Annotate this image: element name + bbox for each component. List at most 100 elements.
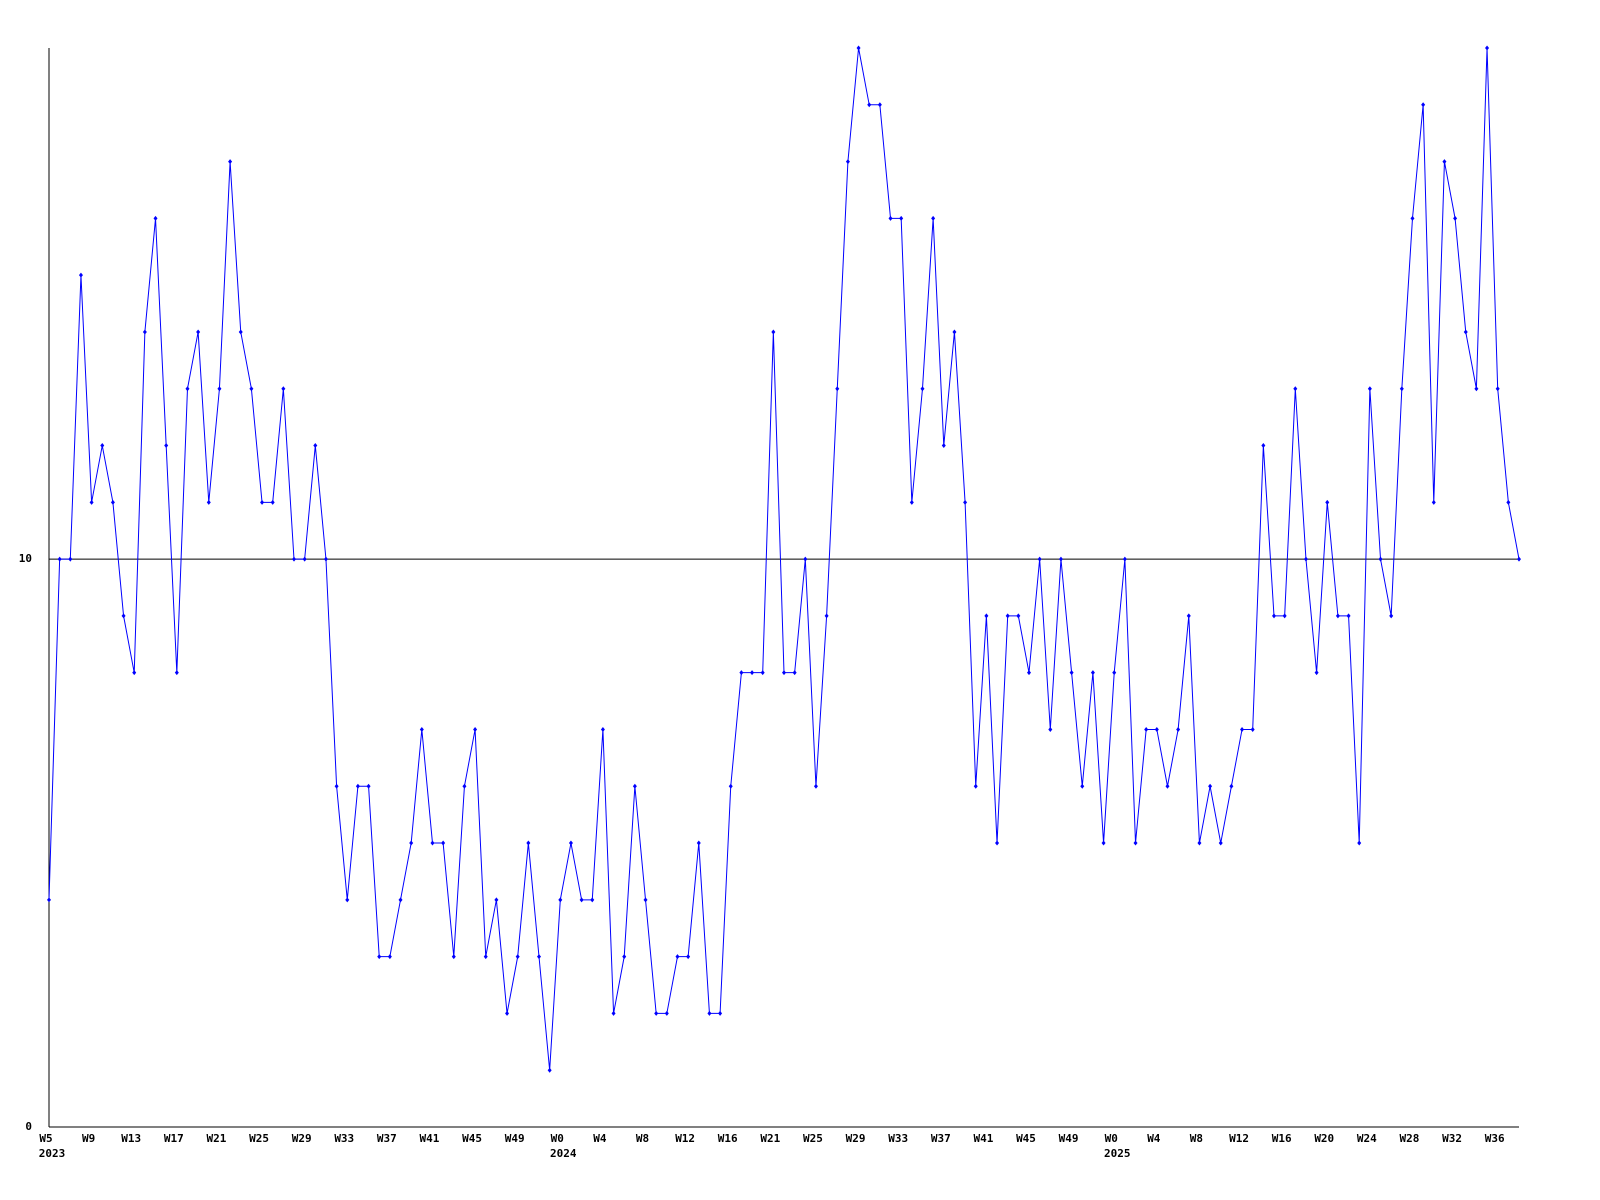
point-marker	[1069, 670, 1074, 676]
point-marker	[1357, 840, 1362, 846]
point-marker	[409, 840, 414, 846]
point-marker	[1421, 102, 1426, 108]
x-year-label: 2025	[1104, 1147, 1131, 1160]
point-marker	[771, 329, 776, 335]
point-marker	[1303, 556, 1308, 562]
point-marker	[909, 499, 914, 505]
point-marker	[1399, 386, 1404, 392]
point-marker	[260, 499, 265, 505]
point-marker	[1485, 45, 1490, 51]
x-tick-label: W4	[593, 1132, 607, 1145]
point-marker	[1367, 386, 1372, 392]
x-tick-label: W16	[1272, 1132, 1292, 1145]
x-tick-label: W29	[292, 1132, 312, 1145]
x-tick-label: W9	[82, 1132, 95, 1145]
point-marker	[899, 215, 904, 221]
point-marker	[1431, 499, 1436, 505]
point-marker	[568, 840, 573, 846]
point-marker	[1453, 215, 1458, 221]
point-marker	[57, 556, 62, 562]
point-marker	[1027, 670, 1031, 676]
x-tick-label: W25	[803, 1132, 823, 1145]
point-marker	[1389, 613, 1394, 619]
x-tick-label: W16	[718, 1132, 738, 1145]
x-tick-label: W8	[636, 1132, 649, 1145]
point-marker	[632, 783, 637, 789]
point-marker	[1240, 726, 1245, 732]
point-marker	[686, 954, 691, 960]
point-marker	[1048, 726, 1053, 732]
point-marker	[1463, 329, 1468, 335]
point-marker	[1165, 783, 1170, 789]
x-tick-label: W33	[334, 1132, 354, 1145]
point-marker	[355, 783, 360, 789]
x-tick-label: W28	[1400, 1132, 1420, 1145]
point-marker	[68, 556, 73, 562]
point-marker	[1218, 840, 1223, 846]
x-tick-label: W41	[420, 1132, 440, 1145]
x-tick-label: W0	[1105, 1132, 1118, 1145]
point-marker	[483, 954, 488, 960]
point-marker	[1080, 783, 1085, 789]
x-year-label: 2024	[550, 1147, 577, 1160]
point-marker	[1442, 159, 1447, 165]
point-marker	[579, 897, 584, 903]
point-marker	[664, 1010, 669, 1016]
point-marker	[1005, 613, 1010, 619]
x-tick-label: W21	[760, 1132, 780, 1145]
point-marker	[654, 1010, 659, 1016]
x-tick-label: W33	[888, 1132, 908, 1145]
point-marker	[813, 783, 818, 789]
point-marker	[877, 102, 882, 108]
x-year-label: 2023	[39, 1147, 66, 1160]
point-marker	[782, 670, 786, 676]
point-marker	[430, 840, 435, 846]
point-marker	[1506, 499, 1511, 505]
point-marker	[89, 499, 94, 505]
point-marker	[696, 840, 701, 846]
point-marker	[1410, 215, 1415, 221]
point-marker	[494, 897, 499, 903]
point-marker	[345, 897, 350, 903]
point-marker	[515, 954, 520, 960]
point-marker	[1495, 386, 1500, 392]
point-marker	[526, 840, 531, 846]
x-tick-label: W4	[1147, 1132, 1161, 1145]
point-marker	[462, 783, 467, 789]
x-tick-label: W37	[377, 1132, 397, 1145]
point-marker	[164, 443, 169, 449]
point-marker	[1133, 840, 1138, 846]
point-marker	[1335, 613, 1340, 619]
x-tick-label: W32	[1442, 1132, 1462, 1145]
y-tick-label: 10	[19, 552, 32, 565]
point-marker	[217, 386, 222, 392]
point-marker	[824, 613, 829, 619]
point-marker	[1144, 726, 1149, 732]
point-marker	[281, 386, 286, 392]
point-marker	[1090, 670, 1095, 676]
point-marker	[1112, 670, 1117, 676]
point-marker	[323, 556, 328, 562]
point-marker	[941, 443, 946, 449]
point-marker	[675, 954, 680, 960]
x-tick-label: W0	[551, 1132, 564, 1145]
point-marker	[920, 386, 925, 392]
point-marker	[1037, 556, 1042, 562]
point-marker	[888, 215, 893, 221]
x-tick-label: W21	[206, 1132, 226, 1145]
x-tick-label: W25	[249, 1132, 269, 1145]
point-marker	[600, 726, 605, 732]
point-marker	[845, 159, 850, 165]
x-tick-label: W45	[1016, 1132, 1036, 1145]
point-marker	[1261, 443, 1266, 449]
point-marker	[100, 443, 105, 449]
point-marker	[973, 783, 978, 789]
point-marker	[132, 670, 137, 676]
point-marker	[611, 1010, 616, 1016]
point-marker	[835, 386, 840, 392]
x-tick-label: W12	[675, 1132, 695, 1145]
point-marker	[419, 726, 424, 732]
point-marker	[803, 556, 808, 562]
point-marker	[47, 897, 51, 903]
point-marker	[1272, 613, 1276, 619]
